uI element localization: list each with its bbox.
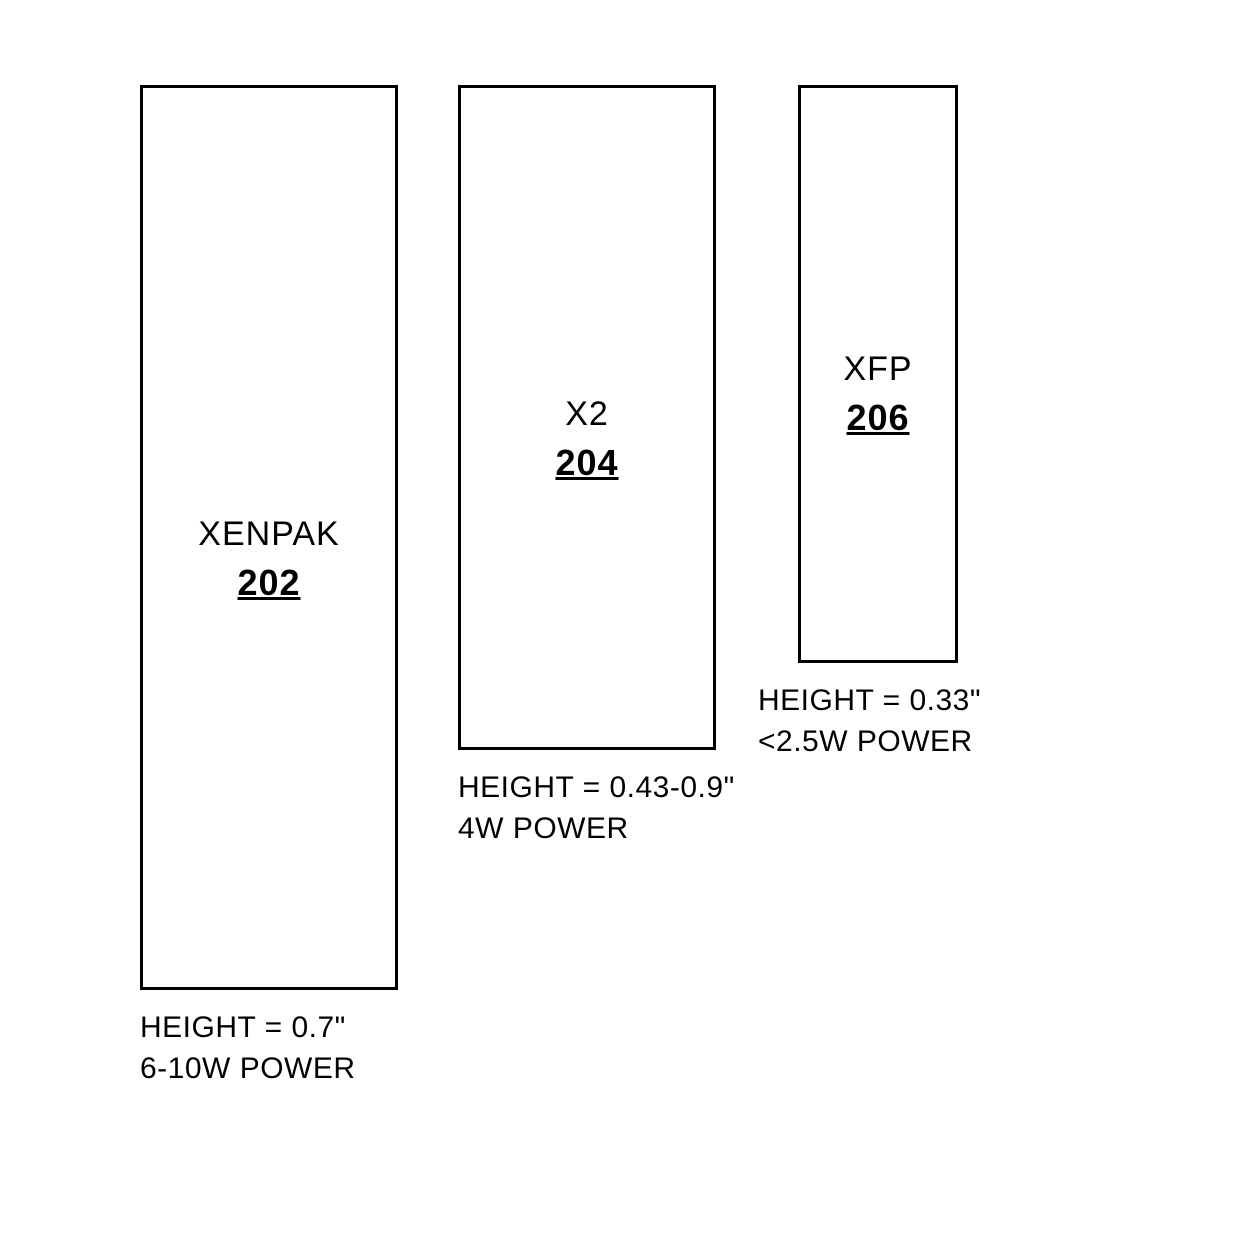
height-label: HEIGHT = 0.43-0.9" (458, 768, 735, 809)
module-box-xfp: XFP 206 (798, 85, 958, 663)
module-x2: X2 204 HEIGHT = 0.43-0.9" 4W POWER (458, 85, 735, 849)
module-caption: HEIGHT = 0.33" <2.5W POWER (758, 681, 981, 762)
module-name: X2 (449, 395, 726, 434)
module-ref: 202 (140, 562, 398, 604)
module-box-xenpak: XENPAK 202 (140, 85, 398, 990)
power-label: <2.5W POWER (758, 722, 981, 763)
module-box-x2: X2 204 (458, 85, 716, 750)
module-name: XFP (786, 350, 969, 389)
module-ref: 204 (449, 442, 726, 484)
module-xenpak: XENPAK 202 HEIGHT = 0.7" 6-10W POWER (140, 85, 398, 1089)
module-ref: 206 (786, 397, 969, 439)
module-caption: HEIGHT = 0.7" 6-10W POWER (140, 1008, 398, 1089)
module-name: XENPAK (140, 515, 398, 554)
height-label: HEIGHT = 0.33" (758, 681, 981, 722)
module-caption: HEIGHT = 0.43-0.9" 4W POWER (458, 768, 735, 849)
height-label: HEIGHT = 0.7" (140, 1008, 398, 1049)
power-label: 4W POWER (458, 809, 735, 850)
module-xfp: XFP 206 HEIGHT = 0.33" <2.5W POWER (798, 85, 981, 762)
power-label: 6-10W POWER (140, 1049, 398, 1090)
